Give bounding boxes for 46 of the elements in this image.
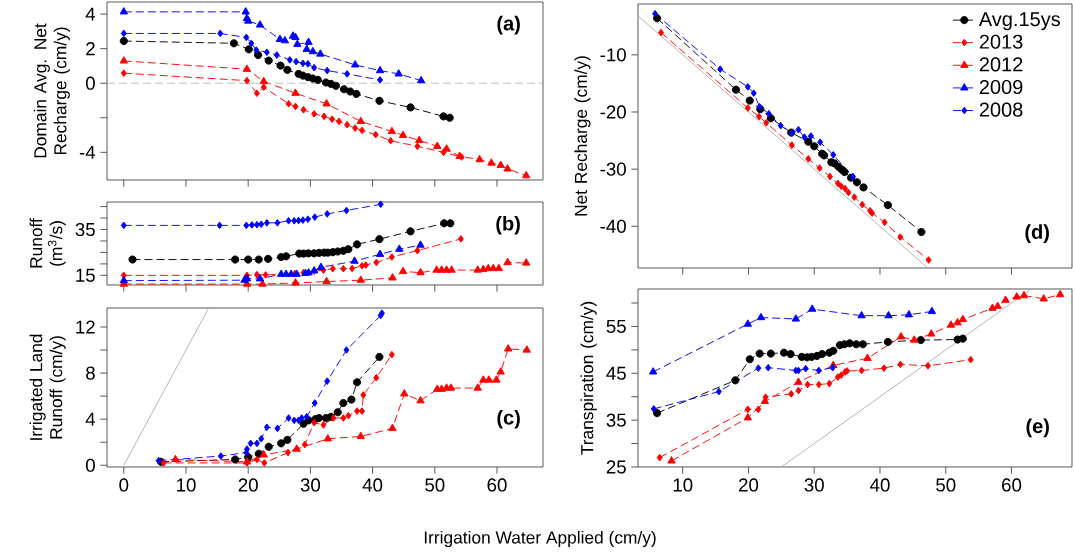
y-tick-label: 55 xyxy=(606,319,626,333)
y-axis-title: Net Recharge (cm/y) xyxy=(574,56,591,216)
legend-label: 2013 xyxy=(979,34,1023,49)
y-tick-label: -40 xyxy=(600,219,626,233)
x-tick-label: 10 xyxy=(673,478,693,492)
y-tick-label: 0 xyxy=(85,458,95,472)
x-tick-label: 20 xyxy=(739,478,759,492)
y-tick-label: -20 xyxy=(600,105,626,119)
x-tick-label: 30 xyxy=(804,478,824,492)
y-axis-title: Transpiration (cm/y) xyxy=(580,301,597,455)
x-tick-label: 60 xyxy=(1002,478,1022,492)
y-tick-label: -4 xyxy=(79,145,96,159)
x-tick-label: 40 xyxy=(870,478,890,492)
legend-label: 2008 xyxy=(979,102,1023,117)
legend-label: Avg.15ys xyxy=(978,12,1060,31)
y-tick-label: -30 xyxy=(600,162,626,176)
annotation: (d) xyxy=(1025,224,1049,243)
y-tick-label: 12 xyxy=(76,320,95,334)
y-tick-label: 8 xyxy=(86,366,95,380)
x-tick-label: 60 xyxy=(487,478,507,492)
x-tick-label: 10 xyxy=(177,478,196,492)
annotation: (a) xyxy=(497,15,520,35)
y-axis-title: Domain Avg. Net Recharge (cm/y) xyxy=(33,23,70,158)
x-tick-label: 0 xyxy=(119,478,129,492)
x-tick-label: 50 xyxy=(425,478,445,492)
y-tick-label: 2 xyxy=(86,42,95,56)
x-tick-label: 50 xyxy=(936,478,956,492)
legend-label: 2012 xyxy=(979,57,1023,72)
x-tick-label: 30 xyxy=(300,478,321,492)
y-tick-label: 25 xyxy=(606,460,626,474)
annotation: (c) xyxy=(497,409,520,429)
annotation: (e) xyxy=(1026,418,1049,438)
x-tick-label: 40 xyxy=(362,478,383,492)
y-tick-label: 35 xyxy=(75,222,95,237)
y-tick-label: 0 xyxy=(85,76,95,90)
y-axis-title: Irrigated Land Runoff (cm/y) xyxy=(29,334,66,440)
y-tick-label: 4 xyxy=(85,412,96,426)
y-tick-label: -10 xyxy=(600,48,626,62)
y-tick-label: 15 xyxy=(76,268,95,282)
annotation: (b) xyxy=(496,215,520,235)
legend-label: 2009 xyxy=(979,79,1023,95)
x-tick-label: 20 xyxy=(238,478,258,492)
y-tick-label: 45 xyxy=(606,366,626,380)
y-tick-label: 35 xyxy=(606,413,626,427)
y-tick-label: 4 xyxy=(85,7,96,21)
x-axis-title: Irrigation Water Applied (cm/y) xyxy=(424,530,656,548)
